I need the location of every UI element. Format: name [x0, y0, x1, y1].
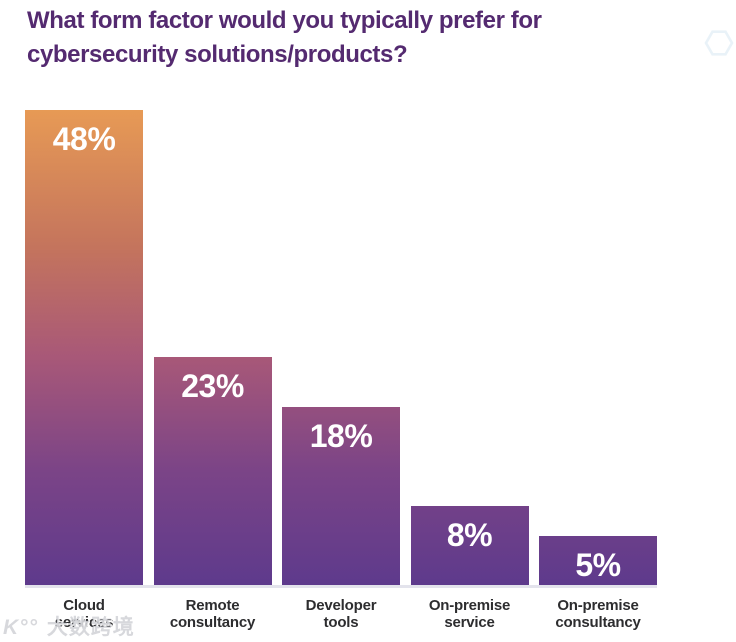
bar-value-label: 18%	[309, 418, 373, 454]
bar-value-label: 5%	[575, 547, 621, 583]
axis-baseline	[25, 585, 657, 588]
bar: 23%	[153, 357, 272, 585]
category-labels: Cloud services Remote consultancy Develope…	[25, 597, 657, 631]
hexagon-outline	[704, 30, 734, 56]
category-label: On-premise service	[428, 597, 511, 631]
category-label: Cloud services	[54, 597, 114, 631]
bar-value-label: 8%	[446, 517, 493, 553]
hexagon-icon	[704, 30, 734, 56]
bar: 8%	[410, 506, 529, 585]
bar: 5%	[539, 536, 657, 585]
bar: 18%	[282, 407, 400, 585]
category-label: On-premise consultancy	[555, 597, 641, 631]
bar-value-label: 23%	[181, 368, 244, 404]
category-label: Developer tools	[305, 597, 377, 631]
bar: 48%	[25, 110, 143, 585]
bar-value-label: 48%	[52, 121, 116, 157]
page-title: What form factor would you typically pre…	[27, 4, 647, 72]
plot-area: 48% 23% 18% 8% 5%	[25, 110, 657, 585]
page-title-line-2: cybersecurity solutions/products?	[27, 41, 408, 68]
bar-chart: 48% 23% 18% 8% 5% Cloud services Remote consu…	[25, 110, 657, 631]
page-title-line-1: What form factor would you typically pre…	[27, 7, 542, 34]
category-label: Remote consultancy	[169, 597, 256, 631]
